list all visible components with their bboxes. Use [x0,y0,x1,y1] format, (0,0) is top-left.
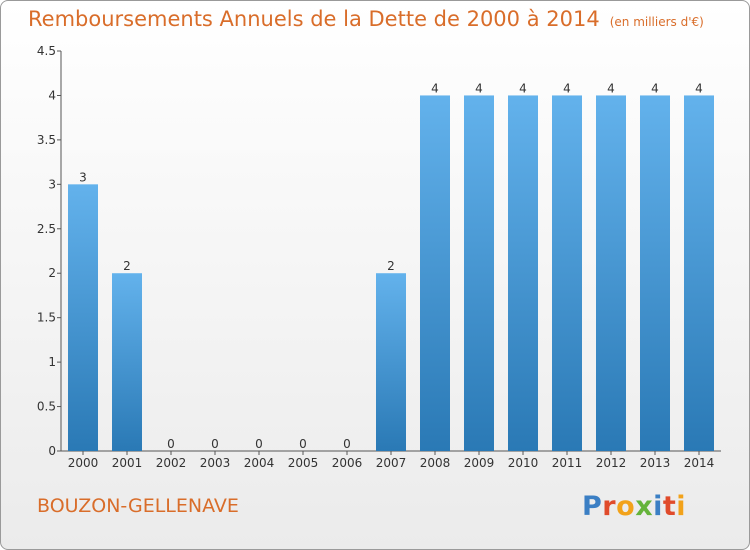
data-label-2014: 4 [695,81,703,95]
data-label-2003: 0 [211,437,219,451]
x-tick-label: 2011 [552,456,583,470]
y-tick-label: 4.5 [37,44,56,58]
bar-2007 [376,273,406,451]
logo-letter: P [582,491,603,522]
x-tick-label: 2006 [332,456,363,470]
logo-letter: i [676,491,687,522]
chart-title: Remboursements Annuels de la Dette de 20… [28,7,704,31]
y-tick-label: 1.5 [37,311,56,325]
title-unit: (en milliers d'€) [609,15,704,29]
logo-letter: i [653,491,663,522]
y-tick-label: 4 [48,88,56,102]
data-label-2013: 4 [651,81,659,95]
x-tick-label: 2003 [200,456,231,470]
data-label-2008: 4 [431,81,439,95]
x-tick-label: 2010 [508,456,539,470]
bar-2013 [640,95,670,451]
logo-letter: o [616,491,636,522]
logo-letter: t [662,491,677,522]
bar-2010 [508,95,538,451]
data-label-2010: 4 [519,81,527,95]
logo-letter: x [635,491,654,522]
y-tick-label: 3.5 [37,133,56,147]
bar-2014 [684,95,714,451]
x-tick-label: 2001 [112,456,143,470]
data-label-2011: 4 [563,81,571,95]
y-tick-label: 2 [48,266,56,280]
bar-2011 [552,95,582,451]
y-tick-label: 2.5 [37,222,56,236]
y-tick-label: 0.5 [37,400,56,414]
data-label-2000: 3 [79,170,87,184]
data-label-2007: 2 [387,259,395,273]
logo-letter: r [602,491,617,522]
bar-2000 [68,184,98,452]
municipality-name: BOUZON-GELLENAVE [37,495,239,517]
x-tick-label: 2004 [244,456,275,470]
data-label-2001: 2 [123,259,131,273]
x-tick-label: 2005 [288,456,319,470]
data-labels: 3 2 0 0 0 0 0 2 4 4 4 4 4 4 4 [79,81,703,451]
x-tick-label: 2007 [376,456,407,470]
x-tick-label: 2009 [464,456,495,470]
bar-2008 [420,95,450,451]
proxiti-logo: Proxiti [582,491,686,522]
data-label-2009: 4 [475,81,483,95]
bar-series [68,95,714,452]
y-tick-label: 3 [48,177,56,191]
x-tick-label: 2014 [684,456,715,470]
bar-2012 [596,95,626,451]
data-label-2004: 0 [255,437,263,451]
x-tick-label: 2008 [420,456,451,470]
y-tick-label: 0 [48,444,56,458]
x-tick-label: 2013 [640,456,671,470]
x-tick-label: 2012 [596,456,627,470]
title-main: Remboursements Annuels de la Dette de 20… [28,7,600,31]
x-tick-label: 2002 [156,456,187,470]
x-tick-label: 2000 [68,456,99,470]
y-tick-label: 1 [48,355,56,369]
data-label-2012: 4 [607,81,615,95]
bar-2001 [112,273,142,451]
data-label-2005: 0 [299,437,307,451]
data-label-2002: 0 [167,437,175,451]
data-label-2006: 0 [343,437,351,451]
bar-2009 [464,95,494,451]
